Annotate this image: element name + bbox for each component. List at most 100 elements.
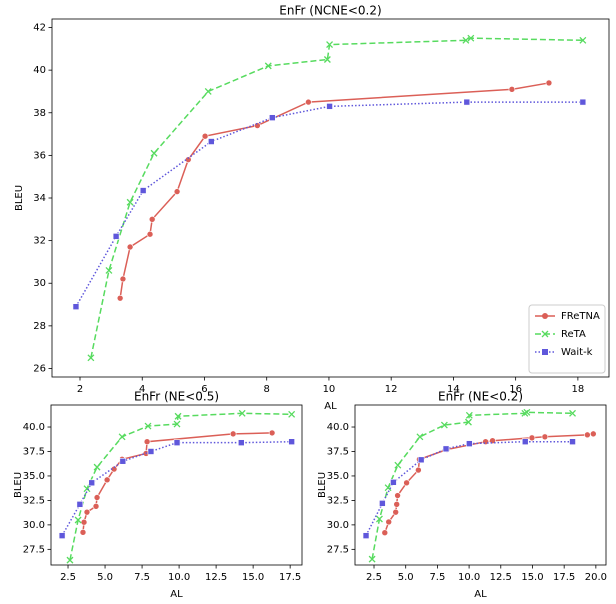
x-tick-label: 2.5 — [366, 572, 382, 583]
marker — [208, 138, 215, 145]
marker — [173, 420, 181, 428]
series-line — [365, 440, 573, 536]
marker — [326, 41, 334, 49]
x-tick-label: 5.0 — [97, 572, 113, 583]
series-line — [82, 432, 273, 533]
x-tick-label: 2.5 — [60, 572, 76, 583]
marker — [288, 438, 295, 445]
marker — [268, 429, 276, 437]
x-tick-label: 7.5 — [429, 572, 445, 583]
marker — [579, 98, 587, 106]
marker — [93, 463, 101, 471]
marker — [174, 412, 182, 420]
marker — [508, 86, 516, 93]
marker — [83, 485, 91, 493]
chart-title: EnFr (NE<0.5) — [134, 390, 219, 404]
y-tick-label: 30 — [33, 278, 46, 289]
marker — [376, 515, 383, 523]
marker — [442, 445, 450, 453]
marker — [150, 149, 158, 157]
x-tick-label: 2 — [77, 384, 83, 395]
marker — [323, 56, 331, 63]
x-axis-label: AL — [324, 401, 337, 412]
marker — [143, 438, 151, 445]
y-tick-label: 37.5 — [327, 446, 349, 457]
marker — [393, 501, 401, 508]
marker — [463, 98, 471, 106]
x-tick-label: 14 — [447, 384, 460, 395]
marker — [521, 438, 529, 445]
marker — [326, 103, 333, 110]
marker — [83, 508, 91, 516]
x-tick-label: 7.5 — [134, 572, 150, 583]
marker — [482, 438, 489, 445]
chart-title: EnFr (NE<0.2) — [438, 390, 523, 404]
y-axis-label: BLEU — [14, 185, 25, 211]
x-tick-label: 10.0 — [168, 572, 190, 583]
marker — [579, 36, 587, 44]
legend-label: ReTA — [561, 329, 586, 340]
marker — [105, 266, 113, 274]
legend-marker — [541, 330, 549, 338]
marker — [569, 409, 576, 417]
marker — [173, 188, 181, 195]
marker — [269, 114, 276, 121]
x-tick-label: 5.0 — [398, 572, 414, 583]
y-tick-label: 34 — [33, 193, 46, 204]
plot-frame — [51, 18, 610, 378]
legend-label: Wait-k — [561, 347, 593, 358]
marker — [146, 230, 154, 238]
series-line — [371, 411, 573, 560]
marker — [403, 479, 410, 487]
marker — [126, 243, 134, 251]
chart: EnFr (NE<0.5) AL BLEU 2.5 5.0 7.5 10.0 12.5 15.0… — [13, 390, 303, 600]
marker — [74, 516, 82, 524]
marker — [394, 461, 402, 469]
legend: FReTNA ReTA Wait-k — [528, 304, 606, 374]
x-tick-label: 12.5 — [205, 572, 227, 583]
marker — [93, 494, 101, 501]
marker — [528, 434, 536, 442]
y-tick-label: 30.0 — [327, 520, 349, 531]
y-tick-label: 26 — [33, 363, 46, 374]
y-tick-label: 38 — [33, 108, 46, 119]
x-tick-label: 10 — [323, 384, 336, 395]
marker — [264, 62, 272, 70]
marker — [92, 502, 100, 510]
marker — [119, 275, 127, 283]
y-tick-label: 40.0 — [327, 422, 349, 433]
marker — [368, 555, 376, 563]
x-axis-label: AL — [474, 589, 487, 600]
marker — [229, 430, 237, 438]
y-tick-label: 35.0 — [327, 471, 349, 482]
marker — [66, 556, 74, 564]
marker — [466, 440, 473, 447]
y-tick-label: 30.0 — [23, 520, 45, 531]
series-line — [90, 37, 583, 358]
y-tick-label: 32 — [33, 236, 46, 247]
marker — [385, 518, 393, 526]
marker — [144, 422, 152, 430]
marker — [381, 529, 389, 537]
x-tick-label: 6 — [201, 384, 207, 395]
marker — [80, 518, 88, 526]
marker — [237, 439, 245, 446]
marker — [384, 484, 392, 492]
legend-marker — [542, 349, 548, 355]
marker — [305, 98, 312, 106]
y-tick-label: 36 — [33, 150, 46, 161]
marker — [523, 408, 531, 416]
marker — [112, 233, 120, 240]
marker — [147, 448, 155, 455]
marker — [103, 476, 111, 484]
legend-label: FReTNA — [561, 311, 600, 322]
marker — [462, 36, 470, 44]
marker — [79, 529, 87, 536]
marker — [119, 457, 127, 465]
x-tick-label: 15.0 — [521, 572, 543, 583]
y-tick-label: 40.0 — [23, 422, 45, 433]
series-line — [75, 101, 583, 308]
marker — [590, 430, 597, 438]
marker — [254, 122, 261, 129]
